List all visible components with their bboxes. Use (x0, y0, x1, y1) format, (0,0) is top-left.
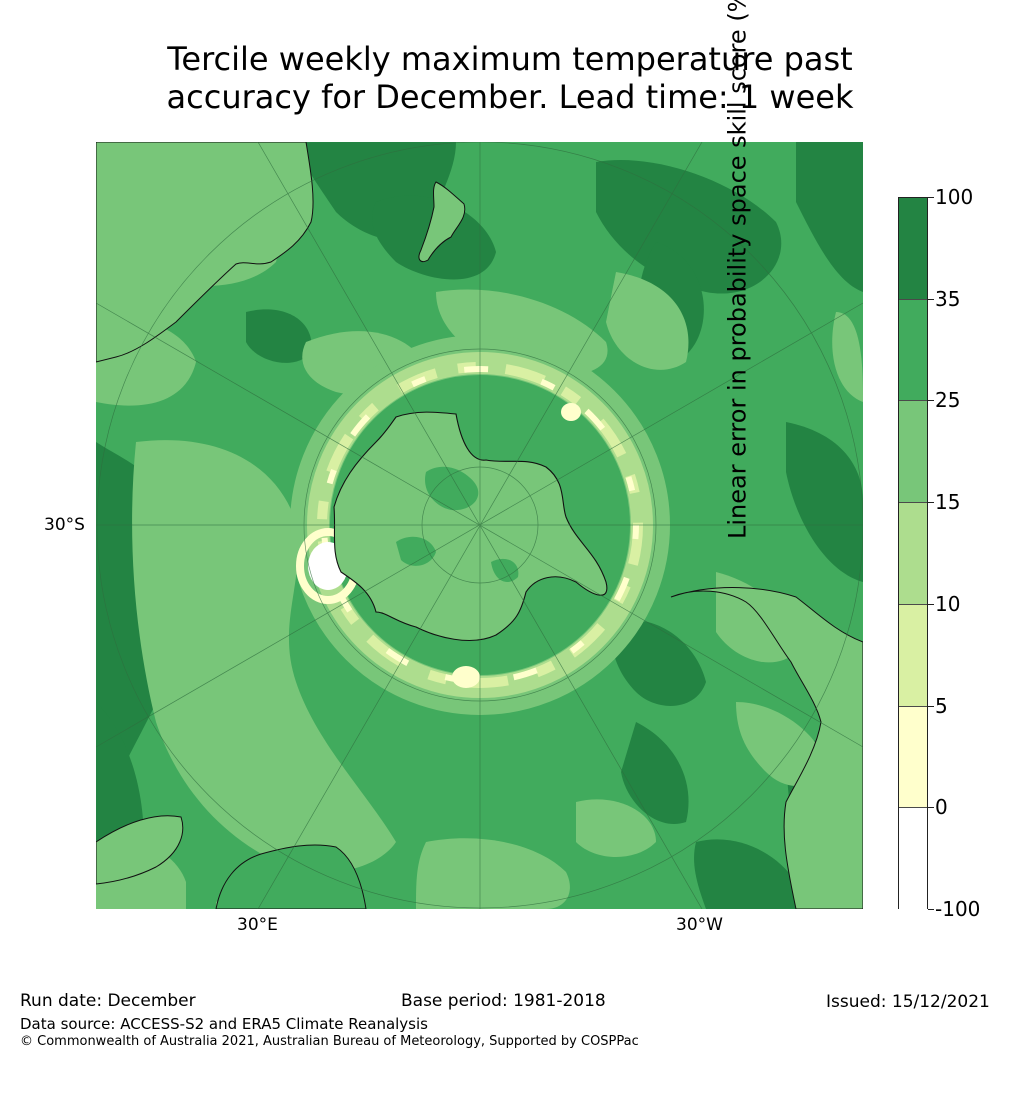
data-source: Data source: ACCESS-S2 and ERA5 Climate … (20, 1015, 428, 1033)
colorbar-band (899, 401, 927, 504)
colorbar (898, 197, 928, 910)
colorbar-tick-label: 100 (935, 185, 974, 209)
colorbar-tick-mark (928, 807, 934, 809)
colorbar-tick-mark (928, 502, 934, 504)
issued-date: Issued: 15/12/2021 (826, 992, 990, 1012)
colorbar-tick-mark (928, 400, 934, 402)
run-date: Run date: December (20, 991, 196, 1011)
colorbar-band (899, 706, 927, 809)
africa-coast (215, 844, 367, 909)
colorbar-band (899, 808, 927, 910)
colorbar-tick-mark (928, 909, 934, 910)
graticule (96, 142, 863, 909)
lat-label-30s: 30°S (44, 515, 85, 535)
copyright: © Commonwealth of Australia 2021, Austra… (20, 1034, 639, 1049)
colorbar-tick-label: 5 (935, 693, 948, 718)
colorbar-band (899, 604, 927, 707)
colorbar-tick-mark (928, 298, 934, 300)
colorbar-band (899, 198, 927, 300)
chart-title: Tercile weekly maximum temperature past … (0, 40, 1020, 116)
colorbar-tick-mark (928, 705, 934, 707)
colorbar-tick-label: 10 (935, 591, 961, 616)
colorbar-band (899, 299, 927, 402)
lon-label-30e: 30°E (237, 915, 278, 935)
lon-label-30w: 30°W (676, 915, 723, 935)
colorbar-tick-label: 0 (935, 795, 948, 820)
colorbar-tick-label: 15 (935, 490, 961, 515)
colorbar-band (899, 503, 927, 605)
colorbar-tick-label: 35 (935, 286, 961, 311)
map-svg (96, 142, 863, 909)
polar-map (96, 142, 863, 909)
base-period: Base period: 1981-2018 (401, 991, 606, 1011)
colorbar-tick-mark (928, 197, 934, 198)
colorbar-label: Linear error in probability space skill … (723, 0, 752, 539)
title-line-2: accuracy for December. Lead time: 1 week (166, 78, 854, 116)
colorbar-tick-label: -100 (935, 897, 981, 921)
colorbar-tick-label: 25 (935, 388, 961, 413)
title-line-1: Tercile weekly maximum temperature past (167, 40, 853, 78)
new-zealand (418, 181, 466, 263)
madagascar (96, 815, 184, 885)
south-america (670, 587, 863, 909)
colorbar-tick-mark (928, 603, 934, 605)
australia-coast (96, 142, 314, 363)
